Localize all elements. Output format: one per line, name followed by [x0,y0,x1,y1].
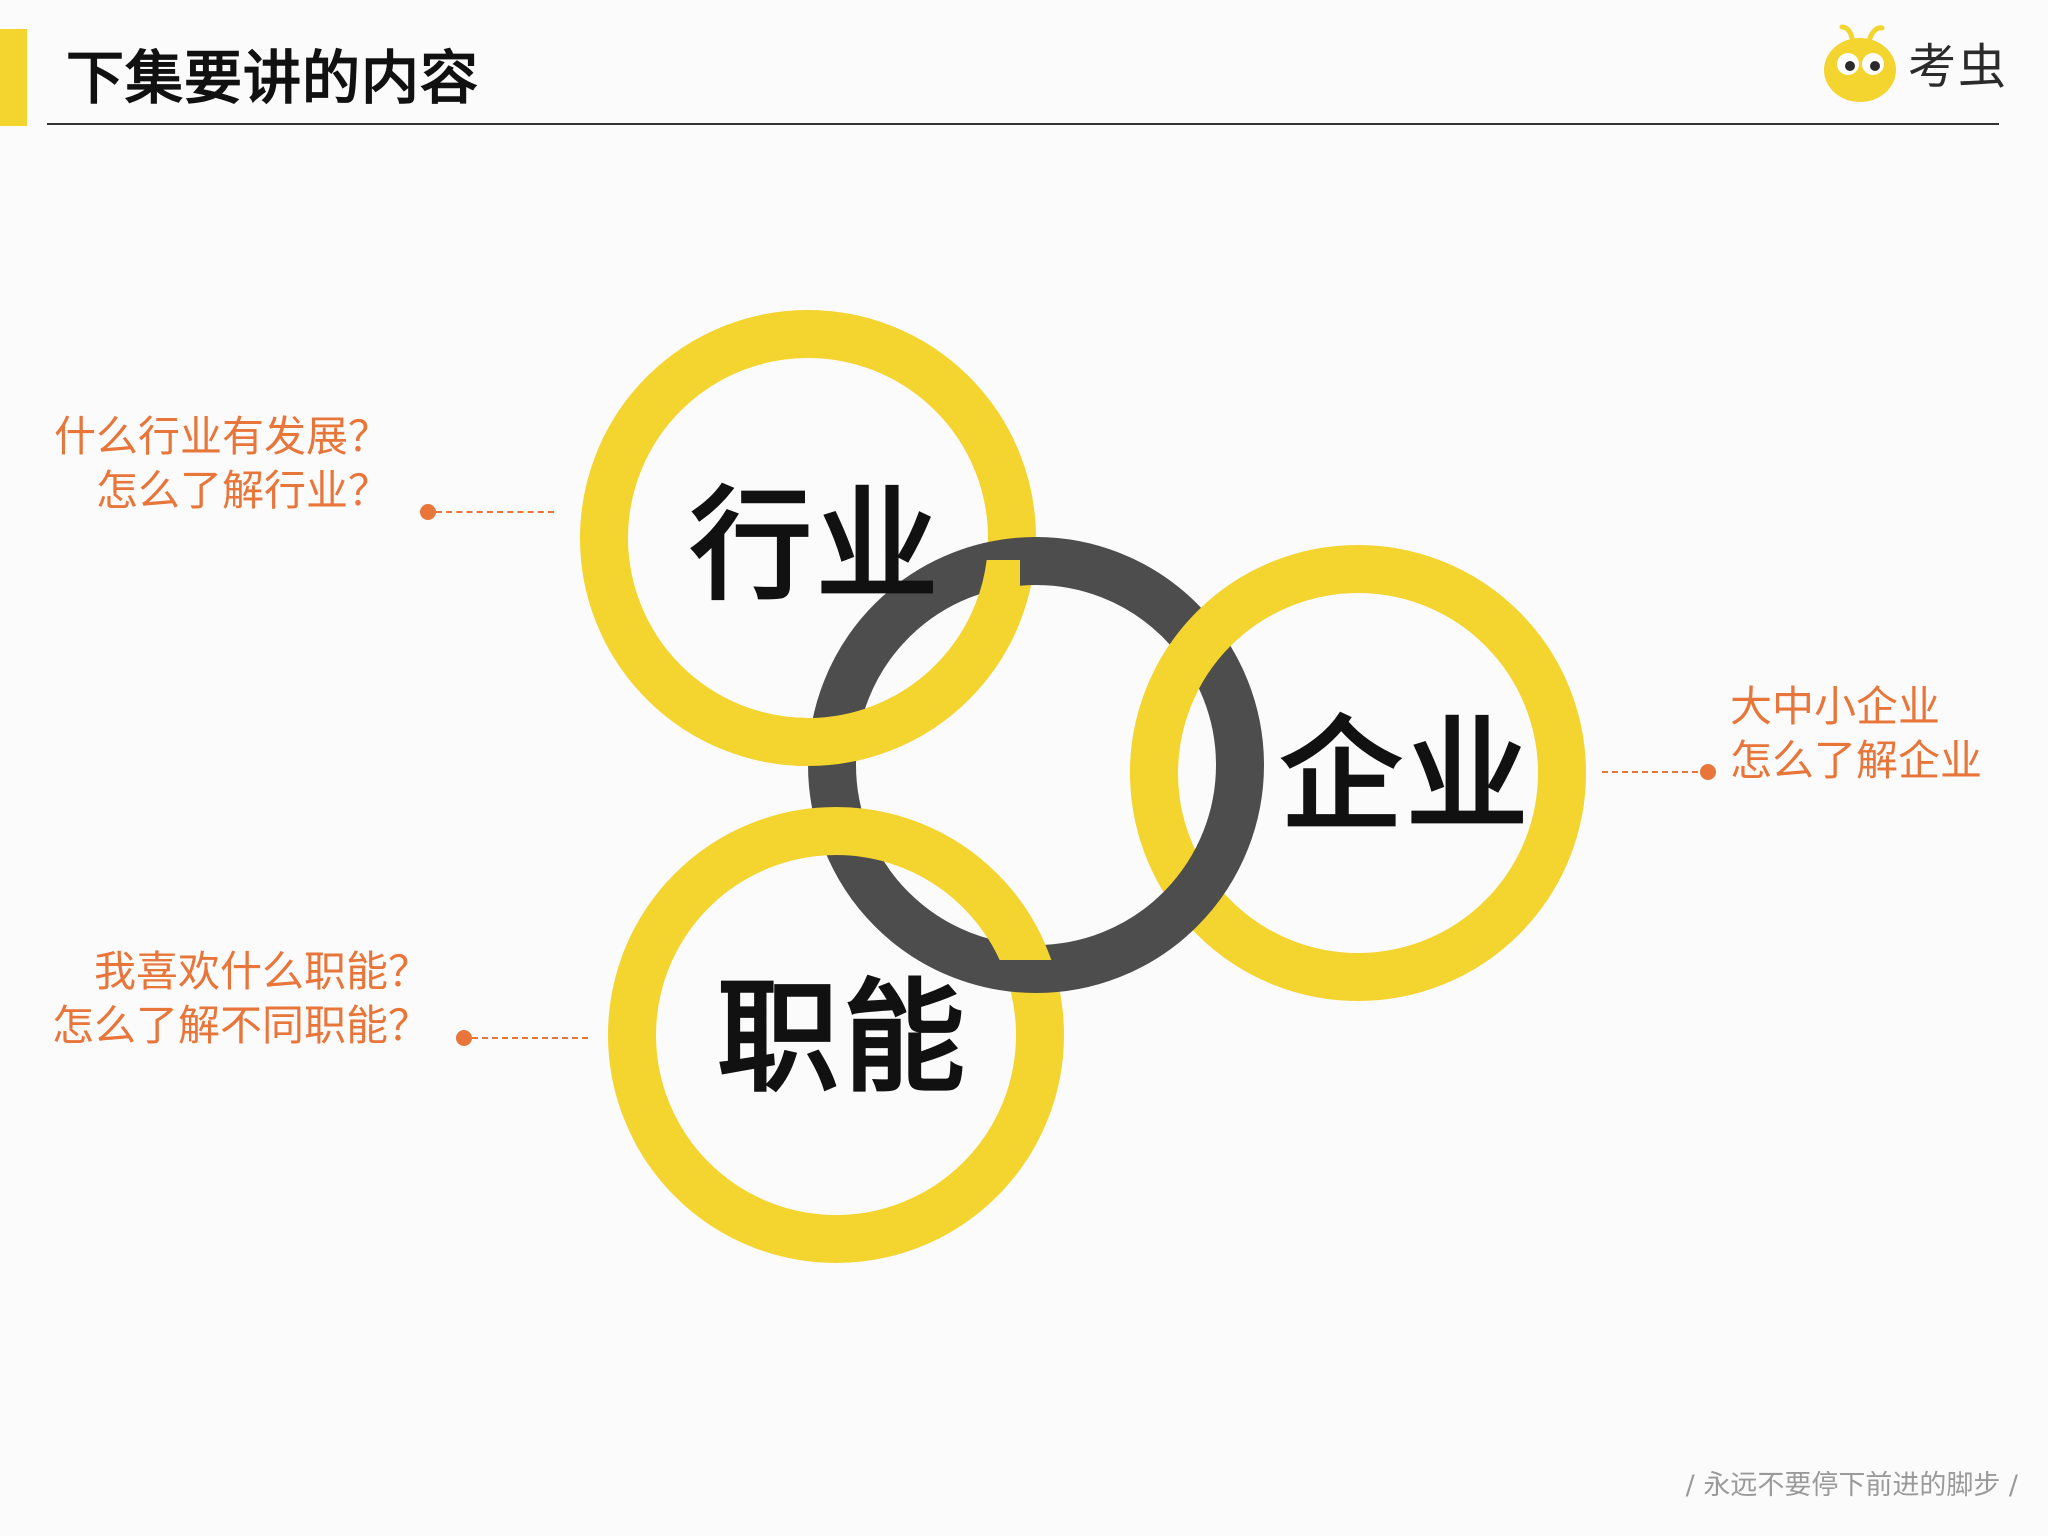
callout-industry-line2: 怎么了解行业？ [95,466,390,515]
callout-company-dot [1700,764,1716,780]
callout-function-line1: 我喜欢什么职能？ [93,947,430,996]
logo: 考虫 [1818,24,2008,108]
ring-center [808,537,1264,993]
callout-company: 大中小企业 怎么了解企业 [1730,680,2030,788]
footer-slogan: / 永远不要停下前进的脚步 / [1685,1470,2018,1501]
callout-company-line2: 怎么了解企业 [1730,736,1983,785]
callout-function-connector [472,1037,588,1039]
callout-company-line1: 大中小企业 [1730,682,1941,731]
callout-function-dot [456,1030,472,1046]
callout-industry-connector [436,511,554,513]
callout-industry-dot [420,504,436,520]
callout-function-line2: 怎么了解不同职能？ [51,1001,430,1050]
ring-company-overlap [1130,546,1330,780]
title-accent-bar [0,29,27,126]
header-divider [47,123,1999,125]
page-title: 下集要讲的内容 [66,44,480,112]
ring-label-company: 企业 [1280,705,1532,847]
callout-industry: 什么行业有发展？ 怎么了解行业？ [40,410,390,518]
logo-wordmark: 考虫 [1908,39,2009,95]
ring-function-overlap [620,807,1052,960]
callout-industry-line1: 什么行业有发展？ [53,412,390,461]
callout-company-connector [1602,771,1708,773]
ring-label-function: 职能 [717,967,969,1109]
ring-industry-overlap [581,560,1020,766]
ring-label-industry: 行业 [690,475,942,617]
bug-mascot-icon [1824,24,1896,102]
callout-function: 我喜欢什么职能？ 怎么了解不同职能？ [20,945,430,1053]
